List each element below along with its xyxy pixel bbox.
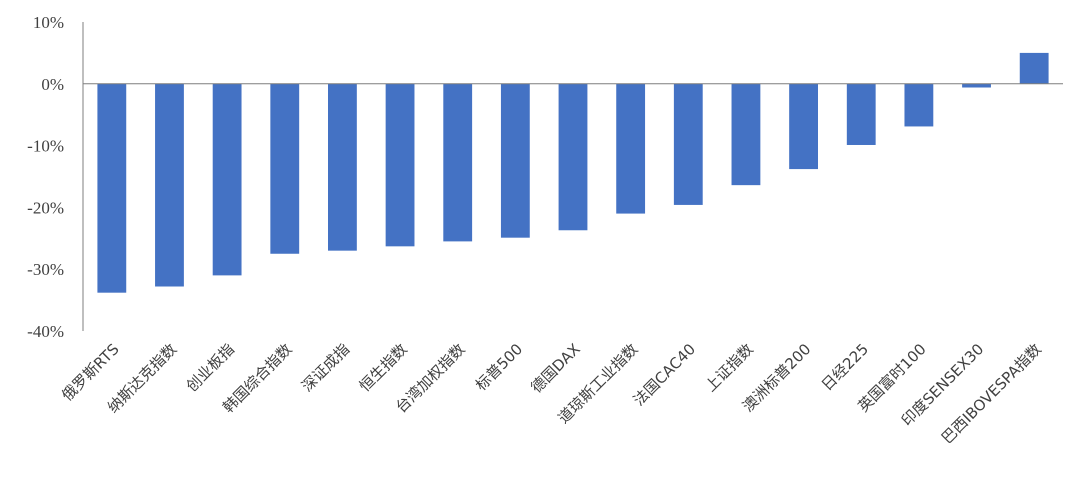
bar [270, 83, 300, 254]
bar [789, 83, 818, 170]
bar [673, 83, 703, 205]
y-tick-label: -40% [27, 322, 64, 341]
y-tick-label: 0% [41, 75, 64, 94]
x-tick-label: 标普500 [472, 340, 526, 394]
axes-group [82, 22, 1063, 331]
bar [212, 83, 242, 276]
bar [385, 83, 415, 247]
x-tick-label: 日经225 [818, 340, 872, 394]
bar [962, 83, 991, 88]
bars-group [97, 52, 1049, 293]
y-axis: 10% 0% -10% -20% -30% -40% [27, 13, 64, 341]
x-tick-label: 德国DAX [527, 340, 583, 396]
bar [731, 83, 761, 186]
bar [97, 83, 127, 293]
y-tick-label: 10% [33, 13, 64, 32]
bar [904, 83, 934, 127]
x-tick-label: 创业板指 [183, 340, 238, 395]
x-tick-label: 恒生指数 [356, 340, 411, 395]
bar [616, 83, 646, 214]
bar [846, 83, 876, 145]
x-tick-label: 巴西IBOVESPA指数 [938, 340, 1045, 447]
bar [500, 83, 530, 238]
x-tick-label: 上证指数 [702, 340, 757, 395]
y-tick-label: -10% [27, 137, 64, 156]
x-tick-label: 深证成指 [298, 340, 353, 395]
x-tick-label: 法国CAC40 [630, 340, 699, 409]
bar [328, 83, 357, 251]
y-tick-label: -30% [27, 260, 64, 279]
bar [1019, 52, 1049, 84]
bar [443, 83, 473, 242]
bar [155, 83, 184, 287]
y-tick-label: -20% [27, 198, 64, 217]
bar [558, 83, 588, 231]
